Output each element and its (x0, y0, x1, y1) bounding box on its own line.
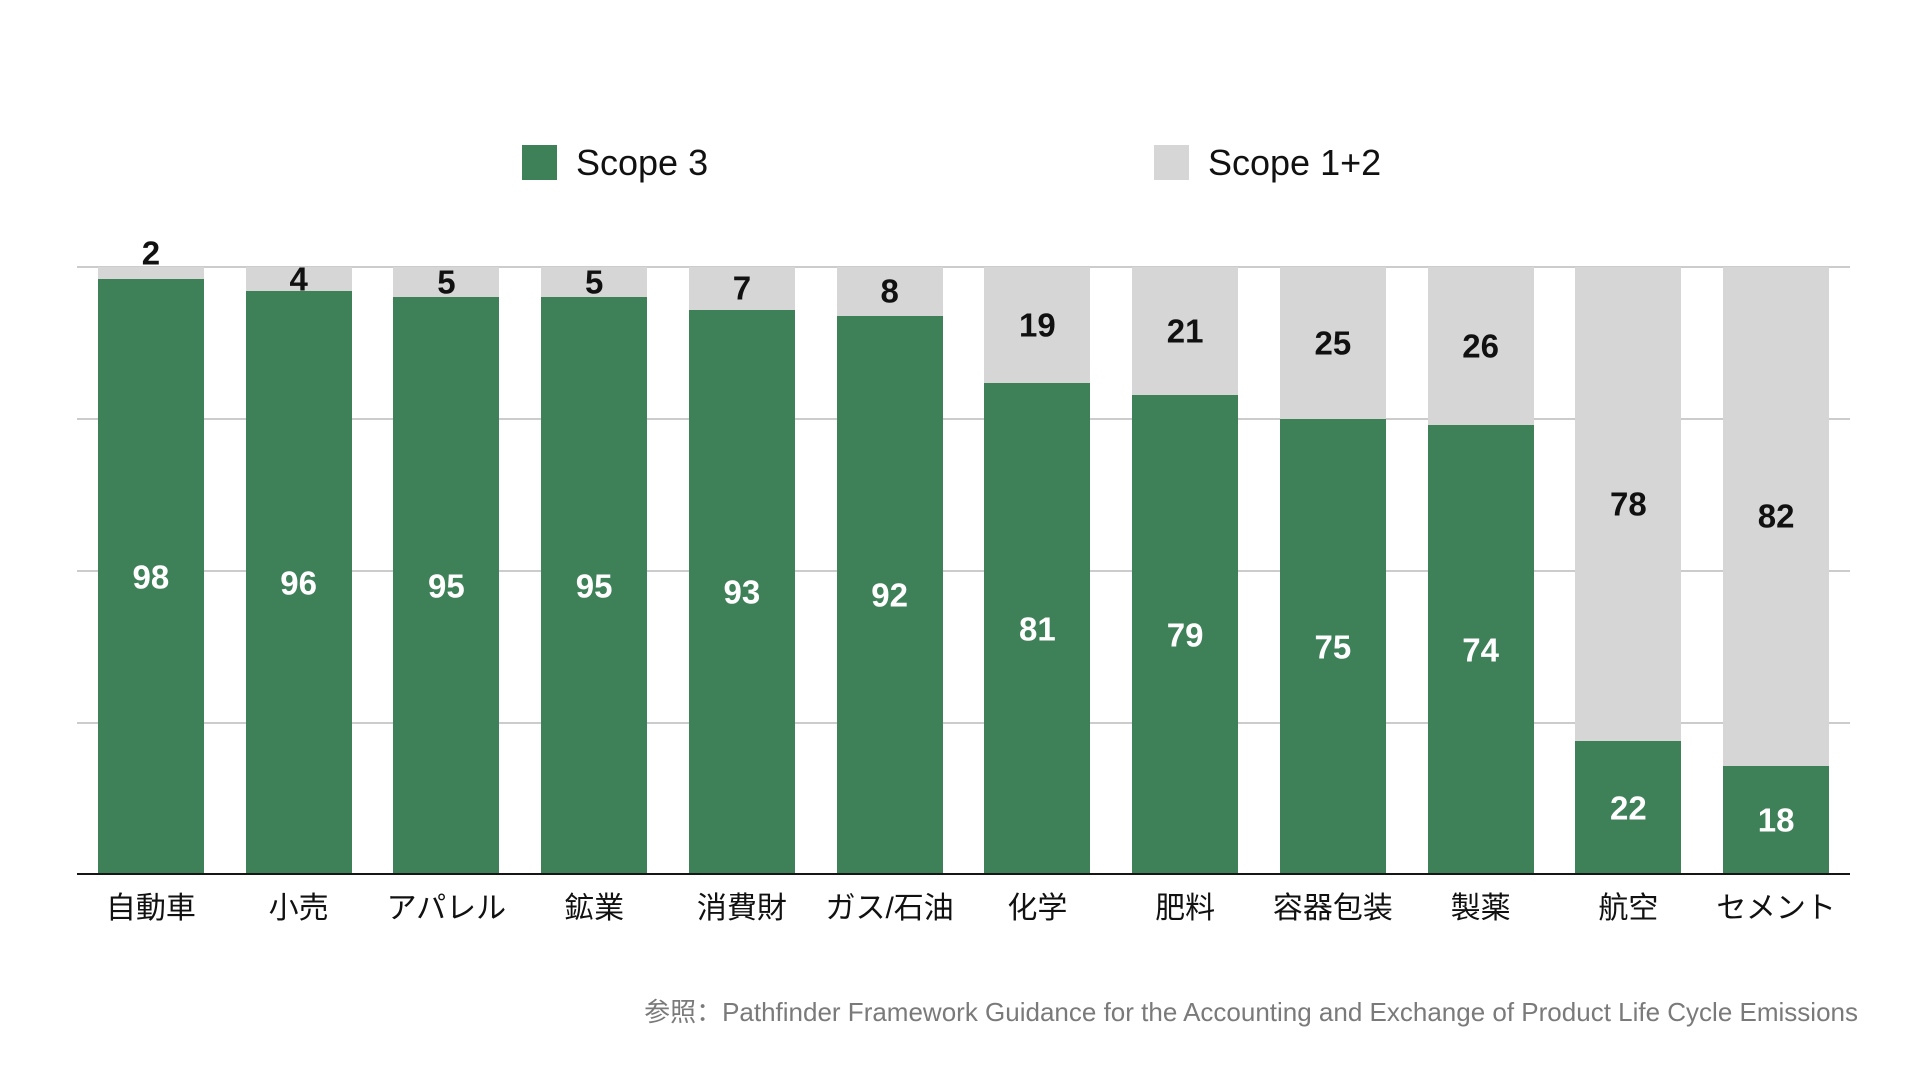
bar-segment-scope12 (1132, 267, 1239, 395)
bar-value-label-scope12: 5 (437, 263, 456, 301)
bar-value-label-scope12: 78 (1610, 485, 1647, 523)
category-label: セメント (1716, 892, 1836, 925)
bar-segment-scope12 (97, 267, 204, 280)
bar-value-label-scope12: 2 (141, 234, 161, 272)
legend-label-scope3: Scope 3 (576, 142, 709, 183)
legend-swatch-scope3-icon (522, 145, 557, 180)
bar-value-label-scope12: 21 (1166, 312, 1204, 350)
bar-segment-scope12 (1279, 267, 1386, 419)
legend-item-scope12: Scope 1+2 (1154, 142, 1382, 183)
bar-segment-scope12 (245, 267, 352, 292)
category-label: 化学 (1007, 892, 1068, 925)
bar-value-label-scope3: 22 (1610, 789, 1647, 827)
bar-segment-scope3 (1723, 765, 1830, 875)
category-label: 航空 (1598, 892, 1659, 925)
category-label: 製薬 (1450, 892, 1511, 925)
category-label: 小売 (268, 892, 329, 925)
bar-value-label-scope12: 8 (880, 272, 899, 310)
bar-segment-scope12 (836, 267, 943, 316)
bar-value-label-scope12: 5 (584, 263, 604, 301)
legend-label-scope12: Scope 1+2 (1208, 142, 1382, 183)
category-label: 消費財 (696, 892, 787, 925)
legend-item-scope3: Scope 3 (522, 142, 709, 183)
bar-value-label-scope12: 7 (732, 269, 752, 307)
bar-value-label-scope3: 95 (428, 567, 465, 605)
bar-segment-scope12 (1723, 267, 1830, 766)
bar-value-label-scope3: 95 (575, 567, 613, 605)
bar-segment-scope3 (836, 315, 943, 875)
bar-segment-scope3 (1279, 419, 1386, 875)
category-label: 自動車 (105, 892, 196, 925)
bar-segment-scope12 (984, 267, 1091, 383)
bar-value-label-scope3: 98 (132, 558, 170, 596)
bar-value-label-scope3: 93 (723, 573, 761, 611)
category-label: 容器包装 (1272, 892, 1393, 925)
bar-value-label-scope12: 82 (1757, 497, 1795, 535)
bar-value-label-scope3: 18 (1757, 801, 1795, 839)
bar-segment-scope3 (688, 309, 795, 875)
bar-value-label-scope3: 75 (1314, 628, 1352, 666)
bar-value-label-scope3: 81 (1019, 610, 1056, 648)
bar-value-label-scope3: 92 (871, 576, 908, 614)
bar-value-label-scope12: 26 (1462, 327, 1499, 365)
bar-value-label-scope3: 79 (1166, 616, 1204, 654)
bar-segment-scope12 (393, 267, 500, 298)
category-label: 肥料 (1155, 892, 1216, 925)
category-label: 鉱業 (564, 892, 625, 925)
bar-segment-scope3 (97, 279, 204, 875)
gridline (77, 722, 1850, 724)
bar-segment-scope3 (393, 297, 500, 875)
gridline (77, 418, 1850, 420)
legend-swatch-scope12-icon (1154, 145, 1189, 180)
bar-segment-scope12 (688, 267, 795, 310)
bar-segment-scope3 (1575, 741, 1682, 875)
bar-segment-scope3 (1427, 425, 1534, 875)
bar-value-label-scope3: 74 (1462, 631, 1499, 669)
bar-segment-scope3 (1132, 394, 1239, 875)
gridline (77, 266, 1850, 268)
bar-value-label-scope12: 25 (1314, 324, 1352, 362)
source-caption: 参照：Pathfinder Framework Guidance for the… (644, 997, 1858, 1027)
x-axis-line (77, 873, 1850, 875)
bar-segment-scope3 (984, 382, 1091, 875)
bar-segment-scope12 (1427, 267, 1534, 426)
category-label: アパレル (386, 892, 507, 925)
bar-value-label-scope12: 19 (1019, 306, 1056, 344)
bar-value-label-scope12: 4 (289, 260, 308, 298)
plot-area: 2 98 自動車 4 96 小売 5 95 アパレル 5 95 鉱業 7 93 消費財 8 92 ガス/石油 19 8… (77, 237, 1850, 925)
gridline (77, 570, 1850, 572)
bar-segment-scope12 (541, 267, 648, 298)
bar-value-label-scope3: 96 (280, 564, 317, 602)
category-label: ガス/石油 (825, 892, 954, 925)
bar-segment-scope3 (245, 291, 352, 875)
bar-segment-scope3 (541, 297, 648, 875)
bar-segment-scope12 (1575, 267, 1682, 742)
